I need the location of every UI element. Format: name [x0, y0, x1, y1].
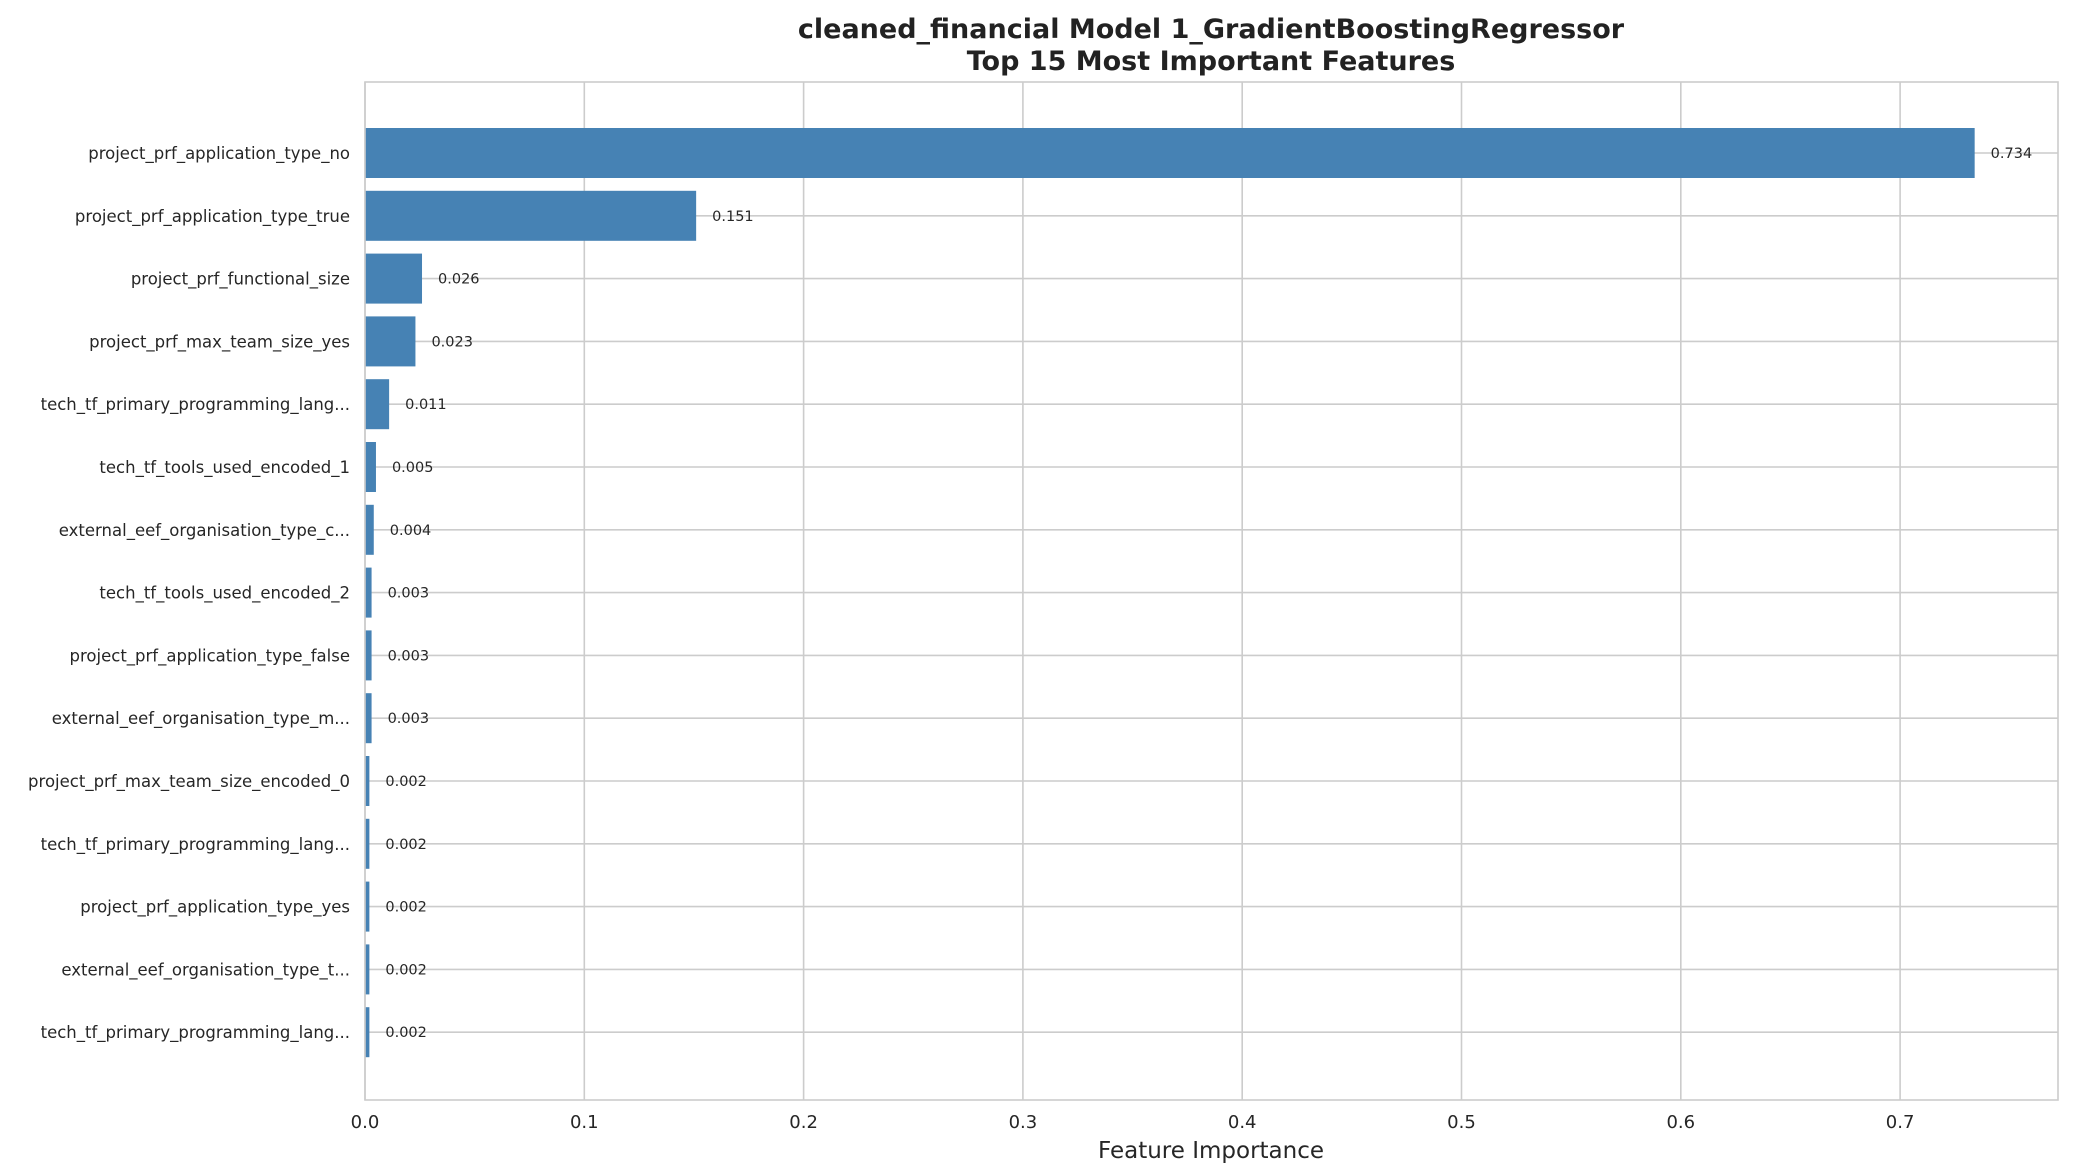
bar-value-label: 0.002	[385, 837, 427, 853]
x-gridlines	[364, 82, 1901, 1100]
x-axis-label: Feature Importance	[1098, 1138, 1324, 1164]
bars	[365, 128, 1975, 1058]
y-tick-label: project_prf_application_type_yes	[80, 898, 350, 918]
bar-value-label: 0.004	[390, 523, 432, 539]
y-tick-label: project_prf_application_type_false	[70, 646, 350, 666]
bar	[365, 1007, 370, 1058]
bar-value-label: 0.002	[385, 900, 427, 916]
bar-value-label: 0.002	[385, 1025, 427, 1041]
x-tick-labels: 0.0 0.1 0.2 0.3 0.4 0.5 0.6 0.7	[351, 1112, 1915, 1133]
bar	[365, 630, 372, 681]
bar-value-label: 0.003	[388, 648, 430, 664]
bar-value-label: 0.003	[388, 586, 430, 602]
y-tick-label: tech_tf_tools_used_encoded_2	[99, 584, 350, 604]
bar-value-label: 0.002	[385, 774, 427, 790]
y-tick-label: project_prf_max_team_size_encoded_0	[28, 772, 350, 792]
bar-value-label: 0.023	[431, 334, 473, 350]
bar-value-label: 0.734	[1991, 146, 2033, 162]
x-tick-label: 0.4	[1228, 1112, 1257, 1133]
y-tick-label: project_prf_application_type_true	[75, 207, 350, 227]
bar	[365, 944, 370, 995]
bar	[365, 818, 370, 869]
bar	[365, 504, 374, 555]
x-tick-label: 0.5	[1447, 1112, 1476, 1133]
bar	[365, 693, 372, 744]
bar	[365, 190, 697, 241]
plot-frame	[364, 81, 2059, 1101]
bar	[365, 567, 372, 618]
x-tick-label: 0.3	[1009, 1112, 1038, 1133]
y-tick-label: project_prf_application_type_no	[88, 144, 350, 164]
bar	[365, 128, 1975, 178]
chart-title-line1: cleaned_financial Model 1_GradientBoosti…	[798, 14, 1625, 45]
y-tick-label: tech_tf_primary_programming_lang...	[41, 1023, 350, 1043]
y-tick-label: project_prf_functional_size	[131, 270, 350, 290]
y-tick-labels: project_prf_application_type_no project_p…	[28, 144, 350, 1043]
y-tick-label: tech_tf_primary_programming_lang...	[41, 395, 350, 415]
bar	[365, 253, 423, 304]
y-tick-label: project_prf_max_team_size_yes	[89, 332, 350, 352]
bar-value-label: 0.026	[438, 272, 480, 288]
y-gridlines	[365, 152, 2058, 1033]
x-tick-label: 0.0	[351, 1112, 380, 1133]
y-tick-label: external_eef_organisation_type_c...	[59, 521, 350, 541]
x-tick-label: 0.6	[1666, 1112, 1695, 1133]
bar	[365, 379, 390, 430]
bar	[365, 316, 416, 367]
value-labels: 0.734 0.151 0.026 0.023 0.011 0.005 0.004 0.003…	[385, 146, 2032, 1041]
bar-value-label: 0.002	[385, 962, 427, 978]
bar-value-label: 0.011	[405, 397, 447, 413]
x-tick-label: 0.1	[570, 1112, 599, 1133]
bar-value-label: 0.005	[392, 460, 434, 476]
x-tick-label: 0.2	[789, 1112, 818, 1133]
y-tick-label: tech_tf_primary_programming_lang...	[41, 835, 350, 855]
bar	[365, 442, 376, 492]
bar	[365, 881, 370, 932]
y-tick-label: external_eef_organisation_type_t...	[61, 960, 350, 980]
bar-value-label: 0.151	[712, 209, 754, 225]
x-tick-label: 0.7	[1886, 1112, 1915, 1133]
y-tick-label: tech_tf_tools_used_encoded_1	[99, 458, 350, 478]
chart-title-line2: Top 15 Most Important Features	[967, 46, 1456, 77]
bar-value-label: 0.003	[388, 711, 430, 727]
bar	[365, 756, 370, 806]
y-tick-label: external_eef_organisation_type_m...	[52, 709, 350, 729]
